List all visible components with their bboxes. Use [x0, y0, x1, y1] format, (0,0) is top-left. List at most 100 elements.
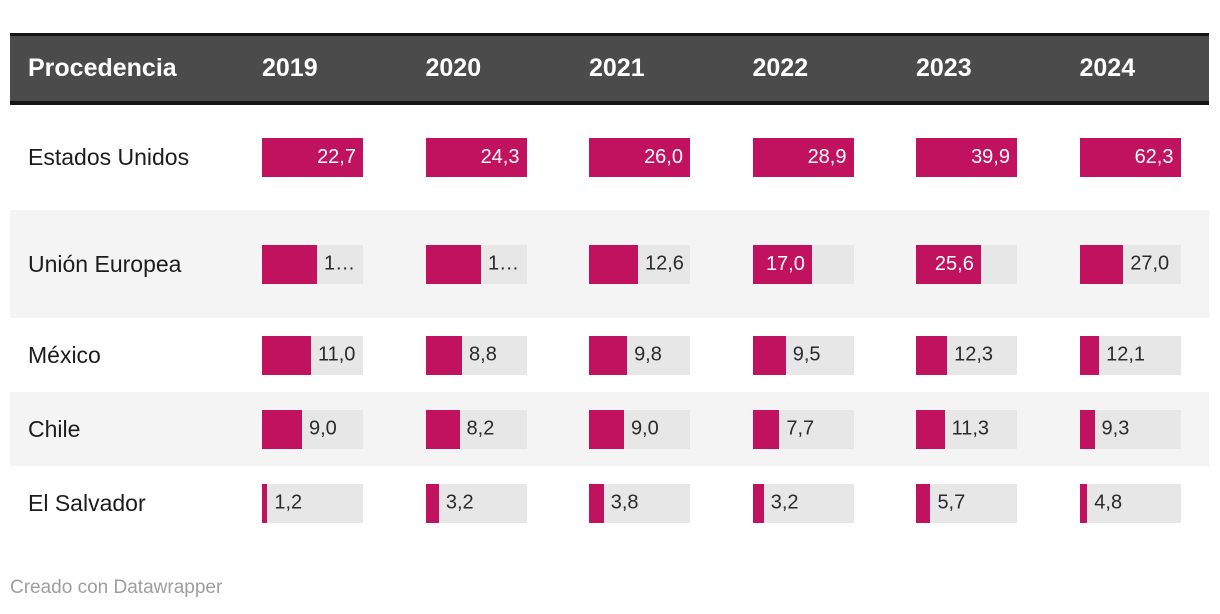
row-label: Unión Europea: [28, 250, 182, 277]
bar-cell: 8,8: [425, 335, 590, 375]
bar-value-label: 1…: [488, 252, 520, 275]
bar-value-label: 9,0: [308, 417, 337, 440]
bar-cell: 3,8: [589, 483, 753, 523]
column-header-year: 2021: [589, 54, 645, 82]
bar-track: 12,6: [589, 244, 690, 284]
bar-track: 9,3: [1079, 409, 1181, 449]
bar-track: 5,7: [916, 483, 1017, 523]
bar-track: 8,8: [425, 335, 527, 375]
value-bar: [916, 409, 945, 449]
bar-track: 12,3: [916, 335, 1017, 375]
value-bar: 39,9: [916, 138, 1017, 177]
bar-cell: 3,2: [752, 483, 917, 523]
bar-cell: 7,7: [752, 409, 917, 449]
table-row: Unión Europea 1… 1… 12,6 17,0 25,6 27,0: [10, 210, 1209, 318]
bar-value-label: 62,3: [1134, 146, 1174, 168]
bar-value-label: 12,1: [1106, 343, 1146, 366]
row-label-cell: El Salvador: [10, 488, 262, 519]
bar-cell: 25,6: [916, 244, 1080, 284]
bar-value-label: 12,6: [644, 252, 684, 275]
bar-cell: 11,3: [916, 409, 1080, 449]
bar-cell: 24,3: [425, 138, 590, 177]
origin-bar-table: Procedencia 2019 2020 2021 2022 2023 2024 Est…: [10, 33, 1209, 540]
bar-value-label: 26,0: [644, 146, 683, 168]
bar-cell: 62,3: [1079, 138, 1210, 177]
row-label-cell: Unión Europea: [10, 249, 262, 280]
table-body: Estados Unidos 22,7 24,3 26,0 28,9 39,9 62,3 Un…: [10, 105, 1209, 540]
bar-track: 17,0: [752, 244, 854, 284]
bar-cell: 12,3: [916, 335, 1080, 375]
bar-cell: 8,2: [425, 409, 590, 449]
bar-value-label: 11,0: [317, 343, 356, 366]
column-header-year: 2020: [425, 54, 482, 82]
bar-cell: 9,3: [1079, 409, 1210, 449]
bar-track: 3,8: [589, 483, 690, 523]
bar-value-label: 1,2: [274, 491, 303, 514]
value-bar: [752, 483, 764, 523]
value-bar: 24,3: [425, 138, 527, 177]
bar-track: 24,3: [425, 138, 527, 177]
value-bar: [425, 483, 439, 523]
bar-track: 1,2: [262, 483, 363, 523]
column-header-year: 2023: [916, 54, 972, 82]
value-bar: [1079, 335, 1100, 375]
value-bar: 25,6: [916, 244, 981, 284]
column-header-year: 2022: [752, 54, 809, 82]
bar-track: 22,7: [262, 138, 363, 177]
bar-track: 11,0: [262, 335, 363, 375]
value-bar: 62,3: [1079, 138, 1181, 177]
bar-value-label: 1…: [324, 252, 356, 275]
bar-value-label: 7,7: [786, 417, 815, 440]
value-bar: [752, 335, 786, 375]
value-bar: 17,0: [752, 244, 812, 284]
bar-track: 25,6: [916, 244, 1017, 284]
bar-cell: 17,0: [752, 244, 917, 284]
bar-cell: 5,7: [916, 483, 1080, 523]
bar-cell: 26,0: [589, 138, 753, 177]
value-bar: [916, 483, 931, 523]
bar-track: 7,7: [752, 409, 854, 449]
bar-value-label: 27,0: [1130, 252, 1170, 275]
bar-cell: 9,0: [262, 409, 426, 449]
bar-track: 26,0: [589, 138, 690, 177]
bar-cell: 28,9: [752, 138, 917, 177]
bar-track: 3,2: [752, 483, 854, 523]
value-bar: [589, 409, 624, 449]
value-bar: [1079, 483, 1088, 523]
bar-cell: 9,8: [589, 335, 753, 375]
bar-track: 1…: [425, 244, 527, 284]
bar-value-label: 24,3: [480, 146, 520, 168]
column-header-year: 2019: [262, 54, 318, 82]
table-row: Estados Unidos 22,7 24,3 26,0 28,9 39,9 62,3: [10, 105, 1209, 210]
row-label: Estados Unidos: [28, 144, 190, 170]
row-label-cell: Chile: [10, 414, 262, 445]
value-bar: [916, 335, 948, 375]
value-bar: [262, 335, 311, 375]
table-row: El Salvador 1,2 3,2 3,8 3,2 5,7 4,8: [10, 466, 1209, 540]
table-row: México 11,0 8,8 9,8 9,5 12,3 12,1: [10, 318, 1209, 392]
bar-value-label: 28,9: [807, 146, 847, 168]
value-bar: [589, 335, 628, 375]
bar-cell: 12,6: [589, 244, 753, 284]
bar-value-label: 9,5: [792, 343, 821, 366]
bar-cell: 1…: [262, 244, 426, 284]
datawrapper-credit-link[interactable]: Creado con Datawrapper: [10, 577, 223, 598]
bar-value-label: 3,2: [445, 491, 474, 514]
value-bar: [1079, 244, 1124, 284]
bar-track: 9,5: [752, 335, 854, 375]
bar-cell: 39,9: [916, 138, 1080, 177]
value-bar: [425, 244, 482, 284]
value-bar: 26,0: [589, 138, 690, 177]
bar-value-label: 17,0: [765, 252, 805, 275]
bar-value-label: 25,6: [934, 252, 974, 275]
bar-cell: 22,7: [262, 138, 426, 177]
bar-value-label: 8,2: [466, 417, 495, 440]
value-bar: [589, 483, 604, 523]
bar-cell: 1…: [425, 244, 590, 284]
row-label: El Salvador: [28, 489, 146, 516]
row-label: Chile: [28, 415, 81, 442]
table-header-row: Procedencia 2019 2020 2021 2022 2023 2024: [10, 33, 1209, 105]
value-bar: [262, 409, 302, 449]
bar-value-label: 11,3: [951, 417, 990, 440]
bar-value-label: 9,3: [1101, 417, 1130, 440]
